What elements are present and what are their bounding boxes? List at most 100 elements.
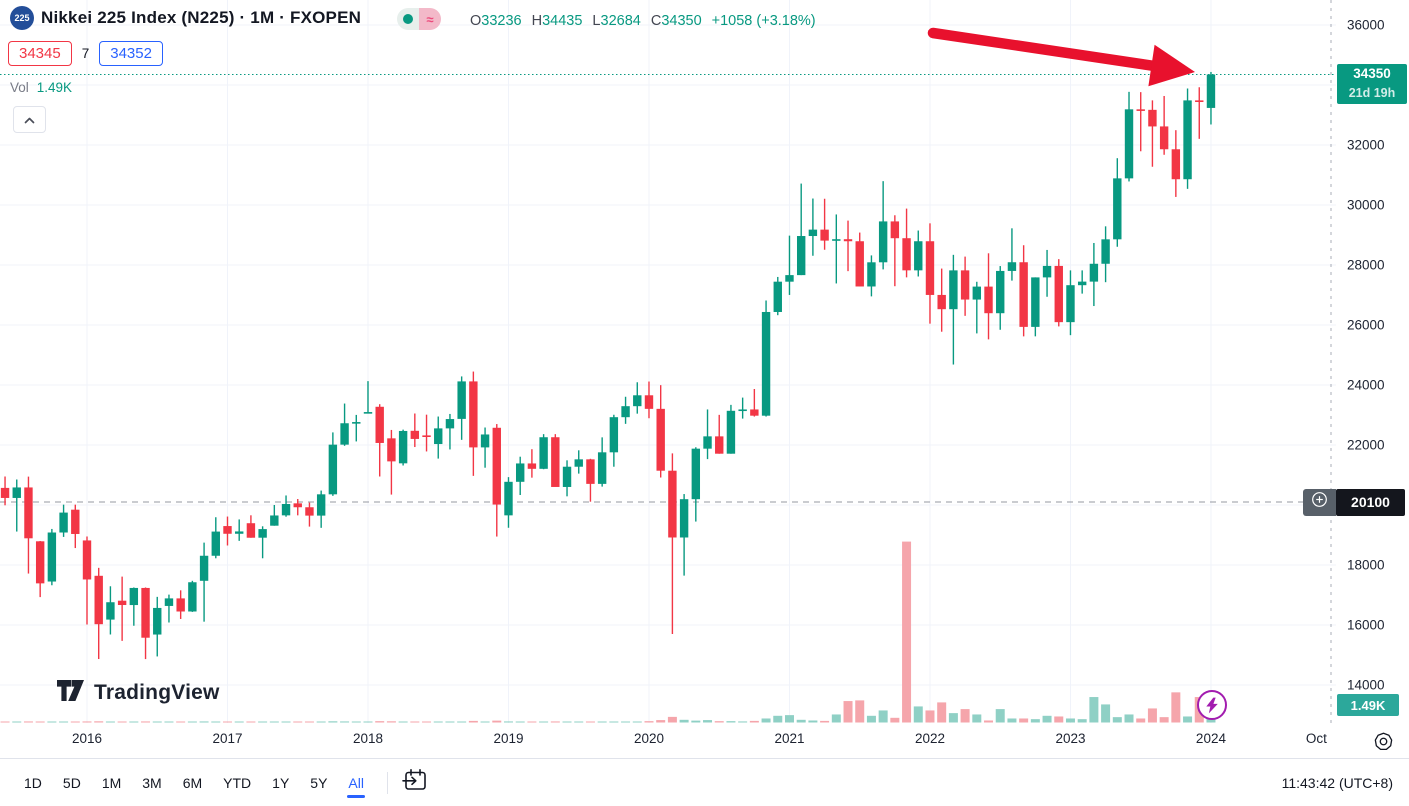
time-axis-label: 2020: [633, 731, 664, 746]
time-axis-label: 2024: [1195, 731, 1226, 746]
candle: [1159, 95, 1169, 155]
time-axis-label: 2019: [493, 731, 524, 746]
candle: [878, 181, 888, 270]
volume-bar: [0, 721, 10, 723]
time-axis-label: 2018: [352, 731, 384, 746]
candle: [761, 300, 771, 417]
range-button-5y[interactable]: 5Y: [310, 774, 328, 791]
candle: [937, 268, 946, 332]
candle: [996, 266, 1005, 330]
candle: [246, 515, 256, 538]
volume-bar: [316, 721, 326, 723]
candle: [515, 456, 525, 496]
volume-bar: [515, 721, 525, 723]
tradingview-watermark[interactable]: TradingView: [56, 679, 220, 707]
status-dot-icon: [403, 14, 413, 24]
session-clock[interactable]: 11:43:42 (UTC+8): [1281, 774, 1393, 791]
volume-bar: [539, 721, 549, 723]
watermark-text: TradingView: [94, 681, 220, 704]
candle: [375, 404, 384, 477]
market-status-toggle[interactable]: ≈: [397, 8, 441, 30]
candle: [902, 208, 911, 278]
volume-label: Vol: [10, 80, 29, 95]
range-button-1y[interactable]: 1Y: [272, 774, 290, 791]
time-axis-label: 2021: [774, 731, 805, 746]
volume-bar: [796, 719, 806, 723]
volume-bar: [726, 721, 736, 723]
candle: [188, 580, 197, 612]
chart-canvas[interactable]: [0, 0, 1336, 758]
go-to-date-button[interactable]: [398, 768, 432, 798]
range-button-3m[interactable]: 3M: [142, 774, 162, 791]
price-axis-tick: 32000: [1347, 137, 1385, 153]
range-button-1d[interactable]: 1D: [24, 774, 42, 791]
sell-bid-button[interactable]: 34345: [8, 41, 72, 66]
current-price-value: 34350: [1353, 66, 1391, 81]
candle: [12, 479, 21, 532]
candle: [867, 255, 876, 297]
settings-gear-icon[interactable]: [1371, 729, 1395, 753]
time-axis[interactable]: 2016 2017 2018 2019 2020 2021 2022 2023 2024 Oct: [0, 723, 1336, 758]
volume-bar: [703, 720, 713, 723]
tradingview-logo-icon: [56, 679, 85, 707]
range-button-5d[interactable]: 5D: [62, 774, 81, 791]
candle: [1007, 228, 1017, 281]
candle: [562, 460, 572, 497]
volume-bar: [656, 720, 666, 723]
collapse-legend-button[interactable]: [13, 106, 46, 133]
ohlc-h-pair: H34435: [531, 13, 583, 29]
candle: [71, 504, 80, 549]
candle: [785, 235, 794, 295]
range-button-all[interactable]: All: [340, 771, 372, 798]
range-button-ytd[interactable]: YTD: [223, 774, 252, 791]
candle: [445, 413, 455, 450]
candle: [843, 220, 853, 272]
candle: [703, 409, 712, 460]
candle: [47, 528, 57, 586]
volume-bar: [222, 721, 232, 723]
add-alert-plus-button[interactable]: [1303, 488, 1336, 516]
volume-bar: [550, 721, 560, 723]
candle: [726, 404, 736, 454]
range-button-6m[interactable]: 6M: [182, 774, 203, 791]
volume-bar: [503, 721, 513, 723]
volume-bar: [784, 715, 794, 723]
ohlc-readout: O33236 H34435 L32684 C34350 +1058 (+3.18%): [470, 13, 816, 29]
market-status-open: [397, 8, 419, 30]
candle: [820, 198, 829, 250]
candle: [422, 414, 431, 452]
candle: [796, 183, 806, 276]
price-axis[interactable]: 36000 32000 30000 28000 26000 24000 22000 18000…: [1336, 0, 1409, 758]
candle: [773, 276, 782, 316]
range-button-1m[interactable]: 1M: [101, 774, 122, 791]
candle: [293, 499, 302, 516]
candle: [609, 414, 619, 467]
candle: [1148, 100, 1157, 167]
candle: [94, 567, 103, 660]
candle: [305, 502, 314, 527]
candle: [153, 596, 162, 657]
volume-bar: [878, 710, 888, 723]
volume-bar: [1019, 718, 1029, 723]
volume-bar: [105, 721, 115, 723]
candle: [82, 536, 92, 625]
volume-bar: [363, 721, 373, 723]
volume-bar: [621, 721, 631, 723]
symbol-logo-icon[interactable]: 225: [10, 6, 34, 30]
volume-bar: [23, 721, 33, 723]
approx-price-icon: ≈: [419, 8, 441, 30]
volume-bar: [351, 721, 361, 723]
price-axis-tick: 36000: [1347, 17, 1385, 33]
symbol-title[interactable]: Nikkei 225 Index (N225) · 1M · FXOPEN: [41, 8, 362, 27]
volume-bar: [761, 718, 771, 723]
volume-bar: [574, 721, 584, 723]
volume-bar: [1054, 716, 1064, 723]
volume-bar: [913, 706, 923, 723]
buy-ask-button[interactable]: 34352: [99, 41, 163, 66]
volume-bar: [398, 721, 408, 723]
lightning-icon[interactable]: [1197, 690, 1227, 720]
volume-bar: [632, 721, 642, 723]
volume-bar: [281, 721, 291, 723]
candle: [316, 490, 326, 528]
